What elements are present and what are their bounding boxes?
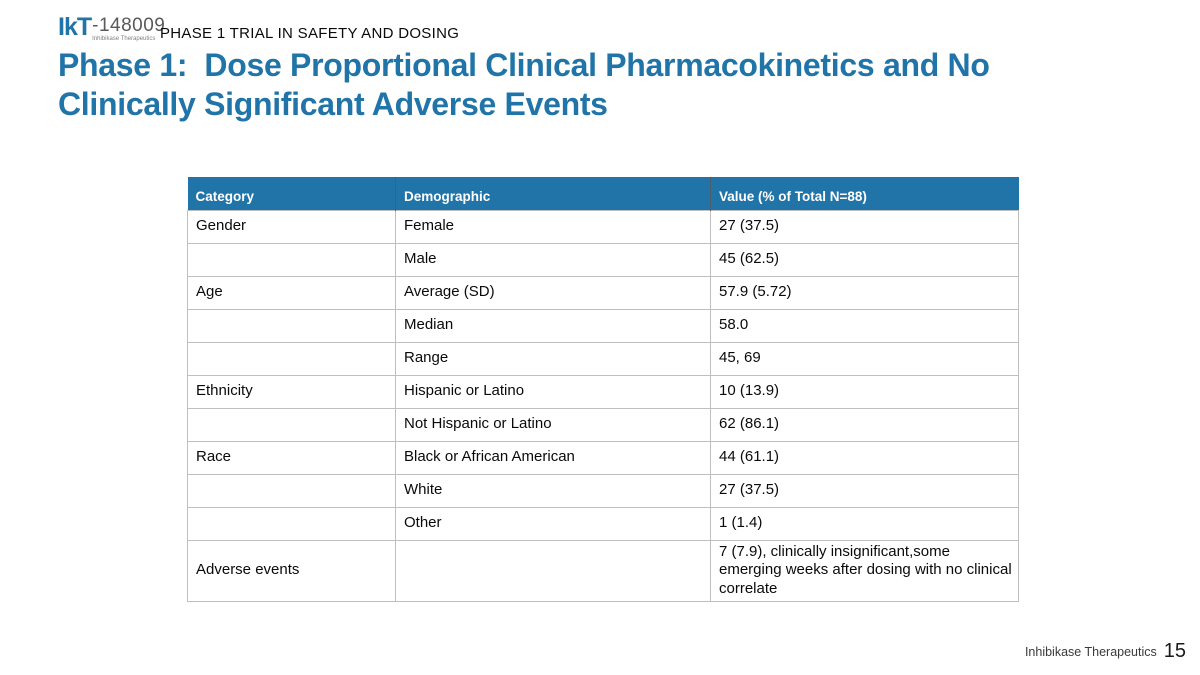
cell-category — [187, 506, 396, 541]
column-header-demographic: Demographic — [395, 177, 711, 210]
table-header-row: Category Demographic Value (% of Total N… — [187, 177, 1019, 210]
cell-value: 10 (13.9) — [710, 374, 1019, 409]
table-row: Median 58.0 — [187, 308, 1019, 343]
cell-category: Age — [187, 275, 396, 310]
cell-value: 45, 69 — [710, 341, 1019, 376]
table-row: Range 45, 69 — [187, 341, 1019, 376]
cell-value: 58.0 — [710, 308, 1019, 343]
cell-demographic: Median — [395, 308, 711, 343]
cell-demographic: Female — [395, 209, 711, 244]
table-row: Male 45 (62.5) — [187, 242, 1019, 277]
cell-category: Race — [187, 440, 396, 475]
slide-footer: Inhibikase Therapeutics 15 — [1025, 640, 1186, 663]
cell-demographic — [395, 539, 711, 602]
company-logo: IkT -148009 Inhibikase Therapeutics — [58, 13, 165, 43]
cell-category — [187, 407, 396, 442]
table-row: Age Average (SD) 57.9 (5.72) — [187, 275, 1019, 310]
cell-value: 27 (37.5) — [710, 473, 1019, 508]
cell-category: Gender — [187, 209, 396, 244]
table-row: Other 1 (1.4) — [187, 506, 1019, 541]
table-row: Gender Female 27 (37.5) — [187, 209, 1019, 244]
cell-value: 62 (86.1) — [710, 407, 1019, 442]
cell-value: 45 (62.5) — [710, 242, 1019, 277]
table-row: Adverse events 7 (7.9), clinically insig… — [187, 539, 1019, 602]
slide-title: Phase 1: Dose Proportional Clinical Phar… — [58, 46, 990, 124]
cell-demographic: Male — [395, 242, 711, 277]
footer-page-number: 15 — [1163, 640, 1186, 662]
cell-demographic: Range — [395, 341, 711, 376]
cell-category — [187, 308, 396, 343]
cell-category: Ethnicity — [187, 374, 396, 409]
cell-demographic: Other — [395, 506, 711, 541]
table-row: Race Black or African American 44 (61.1) — [187, 440, 1019, 475]
slide-eyebrow: PHASE 1 TRIAL IN SAFETY AND DOSING — [160, 25, 460, 42]
column-header-value: Value (% of Total N=88) — [710, 177, 1019, 210]
cell-value: 7 (7.9), clinically insignificant,some e… — [710, 539, 1019, 602]
footer-company-name: Inhibikase Therapeutics — [1024, 644, 1157, 659]
cell-category — [187, 473, 396, 508]
logo-ikt-text: IkT — [58, 13, 92, 41]
demographics-table: Category Demographic Value (% of Total N… — [187, 177, 1019, 602]
cell-value: 27 (37.5) — [710, 209, 1019, 244]
cell-value: 1 (1.4) — [710, 506, 1019, 541]
cell-demographic: Not Hispanic or Latino — [395, 407, 711, 442]
table-row: Not Hispanic or Latino 62 (86.1) — [187, 407, 1019, 442]
slide-title-line2: Clinically Significant Adverse Events — [58, 86, 608, 123]
cell-value: 57.9 (5.72) — [710, 275, 1019, 310]
slide-title-line1: Phase 1: Dose Proportional Clinical Phar… — [58, 47, 990, 83]
cell-demographic: Black or African American — [395, 440, 711, 475]
table-row: Ethnicity Hispanic or Latino 10 (13.9) — [187, 374, 1019, 409]
column-header-category: Category — [187, 177, 396, 210]
cell-value: 44 (61.1) — [710, 440, 1019, 475]
cell-category: Adverse events — [187, 539, 396, 602]
cell-category — [187, 341, 396, 376]
cell-demographic: Average (SD) — [395, 275, 711, 310]
table-row: White 27 (37.5) — [187, 473, 1019, 508]
logo-compound-number: -148009 — [92, 15, 166, 36]
logo-suffix-block: -148009 Inhibikase Therapeutics — [92, 15, 165, 42]
logo-company-subtext: Inhibikase Therapeutics — [92, 36, 156, 42]
cell-demographic: White — [395, 473, 711, 508]
cell-demographic: Hispanic or Latino — [395, 374, 711, 409]
cell-category — [187, 242, 396, 277]
